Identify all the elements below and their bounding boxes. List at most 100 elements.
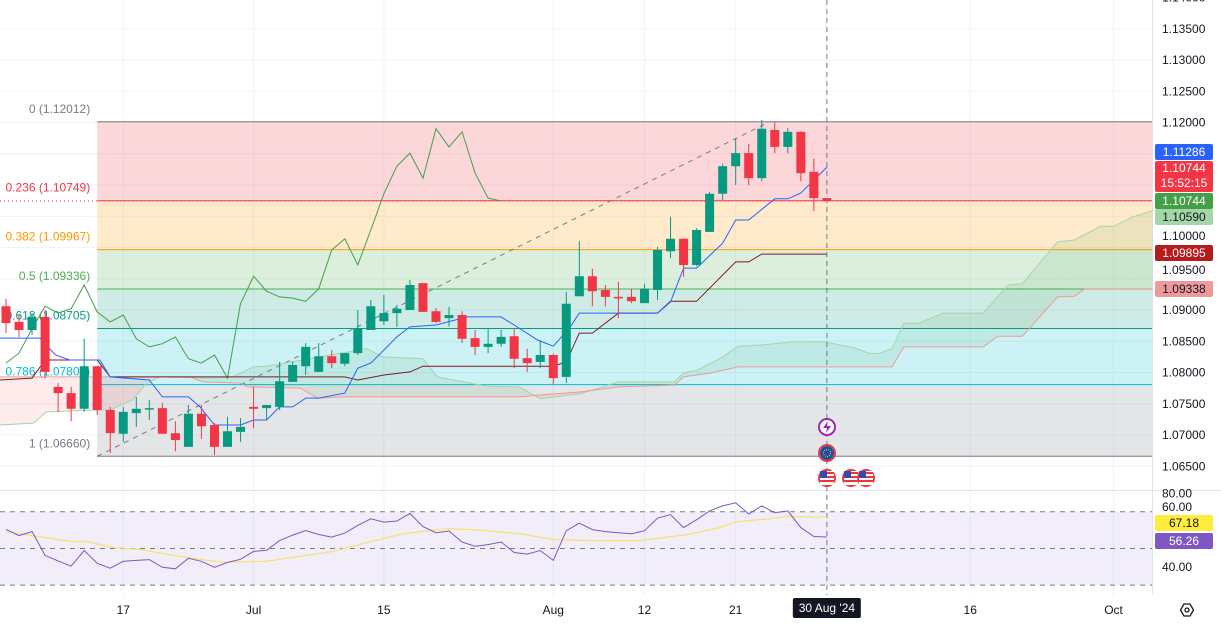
cloud-segment <box>826 342 831 367</box>
candle-body-bearish <box>744 153 754 179</box>
cloud-segment <box>761 344 766 367</box>
candle-body-bearish <box>40 316 50 372</box>
candle-body-bullish <box>79 366 89 409</box>
candle-body-bearish <box>600 290 610 297</box>
cloud-segment <box>1054 241 1059 300</box>
eu-flag-icon[interactable] <box>818 444 836 462</box>
ichimoku-cloud <box>0 210 1153 426</box>
cloud-segment <box>751 345 756 367</box>
crosshair-date-label: 30 Aug '24 <box>792 598 862 618</box>
cloud-segment <box>517 386 521 397</box>
cloud-segment <box>745 345 749 367</box>
cloud-segment <box>488 386 492 397</box>
candle-body-bearish <box>457 315 467 339</box>
price-axis-label: 1.10000 <box>1162 229 1206 243</box>
cloud-segment <box>110 376 114 410</box>
cloud-segment <box>937 313 941 347</box>
cloud-segment <box>872 353 876 367</box>
cloud-segment <box>426 362 430 397</box>
cloud-segment <box>686 371 691 377</box>
cloud-segment <box>133 376 137 400</box>
cloud-segment <box>370 350 375 397</box>
cloud-segment <box>520 387 524 397</box>
cloud-segment <box>1080 234 1085 292</box>
cloud-segment <box>1084 233 1088 290</box>
cloud-segment <box>817 341 821 367</box>
us-flag-icon[interactable] <box>842 469 860 487</box>
cloud-segment <box>136 376 140 396</box>
cloud-segment <box>641 381 645 387</box>
cloud-segment <box>455 380 459 397</box>
cloud-segment <box>12 376 16 425</box>
candle-body-bearish <box>770 130 780 147</box>
ichimoku-lines <box>0 127 828 426</box>
time-axis-label: Jul <box>245 603 262 617</box>
cloud-segment <box>927 318 932 347</box>
lightning-icon[interactable] <box>818 418 836 436</box>
cloud-segment <box>462 381 466 397</box>
cloud-segment <box>61 376 65 412</box>
cloud-segment <box>712 360 717 373</box>
cloud-segment <box>615 381 619 388</box>
price-axis-label: 1.06500 <box>1162 459 1206 473</box>
cloud-segment <box>1139 213 1143 289</box>
fibonacci-retracement[interactable]: 0 (1.12012) 0.236 (1.10749) 0.382 (1.09967… <box>5 102 1152 457</box>
cloud-segment <box>830 342 834 367</box>
cloud-segment <box>787 342 792 367</box>
price-axis-label: 1.07500 <box>1162 397 1206 411</box>
cloud-segment <box>1113 224 1117 289</box>
cloud-segment <box>650 381 655 386</box>
candle-body-bullish <box>301 346 311 367</box>
cloud-segment <box>748 345 752 367</box>
cloud-segment <box>1015 284 1020 337</box>
us-flag-icon[interactable] <box>857 469 875 487</box>
cloud-segment <box>48 376 52 412</box>
fib-zone <box>97 384 1152 457</box>
price-axis-label: 1.08500 <box>1162 334 1206 348</box>
cloud-segment <box>918 322 922 347</box>
candle-body-bearish <box>613 296 623 299</box>
candle-body-bearish <box>92 366 102 410</box>
cloud-segment <box>976 313 981 347</box>
cloud-segment <box>540 394 544 399</box>
cloud-segment <box>846 346 850 367</box>
tenkan-price-tag: 1.11286 <box>1155 144 1213 160</box>
price-axis-label: 1.13000 <box>1162 53 1206 67</box>
us-flag-icon[interactable] <box>818 469 836 487</box>
candle-body-bullish <box>444 315 454 319</box>
candle-body-bullish <box>705 193 715 232</box>
candle-body-bearish <box>431 311 441 322</box>
bar-countdown: 15:52:15 <box>1160 176 1208 190</box>
candle-body-bearish <box>796 131 806 174</box>
cloud-segment <box>357 349 362 397</box>
candlestick-series[interactable] <box>1 120 832 455</box>
cloud-segment <box>465 382 469 397</box>
cloud-segment <box>305 358 309 394</box>
cloud-segment <box>507 386 511 397</box>
price-overlays <box>0 0 1152 595</box>
cloud-segment <box>338 353 342 398</box>
time-axis-label: Aug <box>542 603 564 617</box>
price-axis-label: 1.12500 <box>1162 84 1206 98</box>
cloud-segment <box>5 376 10 425</box>
gear-icon[interactable] <box>1179 602 1195 618</box>
cloud-segment <box>856 348 860 367</box>
cloud-segment <box>510 386 515 397</box>
cloud-segment <box>406 357 410 397</box>
cloud-segment <box>113 376 117 409</box>
cloud-segment <box>1129 216 1134 289</box>
fib-level-label: 0.5 (1.09336) <box>19 269 90 283</box>
cloud-segment <box>1103 226 1108 289</box>
cloud-segment <box>335 353 339 398</box>
cloud-segment <box>1061 241 1065 297</box>
rsi-pane[interactable] <box>0 502 1152 586</box>
cloud-segment <box>1123 220 1127 289</box>
cloud-segment <box>618 381 622 387</box>
cloud-segment <box>895 334 899 362</box>
cloud-segment <box>791 341 795 367</box>
cloud-segment <box>631 381 635 387</box>
candle-body-bullish <box>340 353 350 364</box>
cloud-segment <box>1032 268 1036 326</box>
